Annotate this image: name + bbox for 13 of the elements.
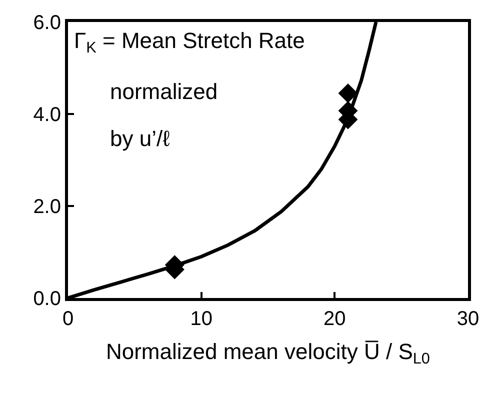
y-tick-label: 6.0	[33, 12, 61, 34]
annotation: Γ$_{K}$ = Mean Stretch Rate	[74, 28, 305, 57]
x-tick-label: 30	[456, 308, 480, 330]
y-tick-label: 2.0	[33, 196, 61, 218]
annotation: by u’/ℓ	[110, 126, 170, 151]
x-tick-label: 10	[190, 308, 212, 330]
y-tick-label: 0.0	[33, 288, 61, 310]
x-axis-title: Normalized mean velocity U̅ / S$_{L0}$	[106, 338, 430, 368]
x-tick-label: 0	[62, 308, 74, 330]
point	[338, 84, 358, 104]
y-tick-label: 4.0	[33, 104, 61, 126]
x-tick-label: 20	[324, 308, 346, 330]
annotation: normalized	[110, 79, 218, 104]
